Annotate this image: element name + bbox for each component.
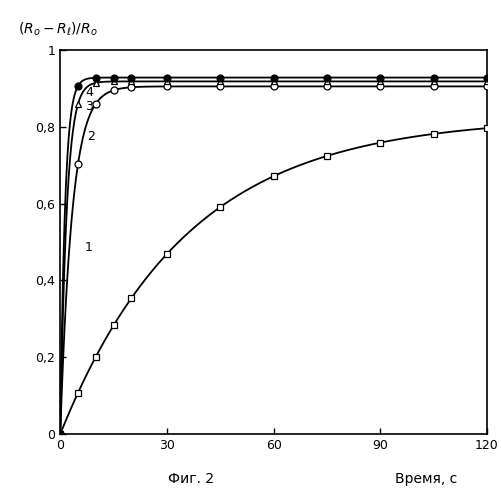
Text: 4: 4 bbox=[85, 86, 93, 99]
Text: 1: 1 bbox=[85, 242, 93, 254]
Text: $(R_o-R_\ell)/R_o$: $(R_o-R_\ell)/R_o$ bbox=[18, 21, 97, 38]
Text: 2: 2 bbox=[87, 130, 95, 143]
Text: 3: 3 bbox=[85, 100, 93, 113]
Text: Время, с: Время, с bbox=[394, 472, 456, 486]
Text: Фиг. 2: Фиг. 2 bbox=[167, 472, 213, 486]
